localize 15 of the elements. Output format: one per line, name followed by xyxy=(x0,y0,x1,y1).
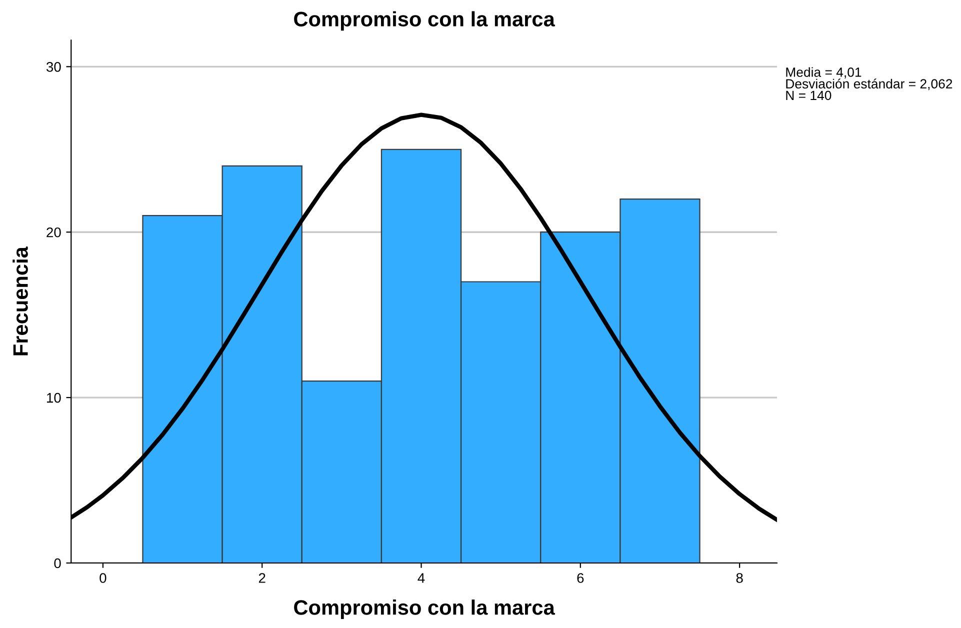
chart-title: Compromiso con la marca xyxy=(294,11,555,31)
y-tick-label: 0 xyxy=(54,558,61,568)
x-tick-label: 2 xyxy=(258,573,266,583)
text: Desviación estándar = 2,062 xyxy=(786,78,952,90)
y-tick-label: 10 xyxy=(47,392,61,403)
x-axis-title: Compromiso con la marca xyxy=(294,600,555,619)
x-tick-label: 6 xyxy=(577,573,584,583)
y-axis-title: Frecuencia xyxy=(12,246,28,356)
x-tick-label: 4 xyxy=(418,573,425,583)
x-tick-label: 0 xyxy=(100,573,106,583)
text: Media = 4,01 xyxy=(786,67,862,78)
text: N = 140 xyxy=(786,90,832,100)
x-tick-label: 8 xyxy=(736,573,743,583)
y-tick-label: 20 xyxy=(46,227,61,238)
y-tick-label: 30 xyxy=(46,62,61,72)
